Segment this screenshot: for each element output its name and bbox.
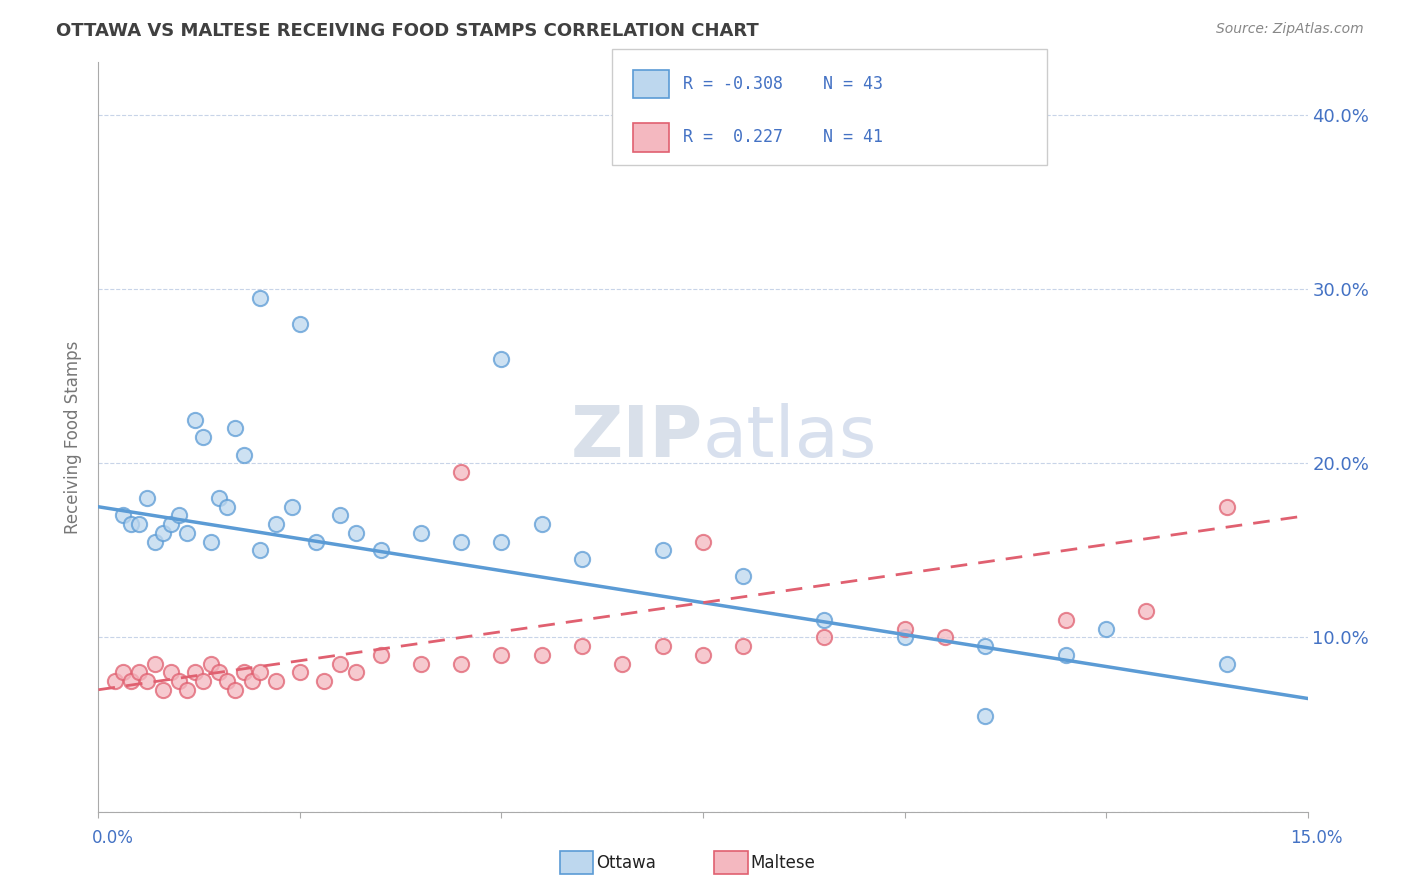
Point xyxy=(733,569,755,583)
Point xyxy=(224,682,246,697)
Point xyxy=(571,639,593,653)
Point xyxy=(208,665,231,680)
Point xyxy=(217,673,239,688)
Point xyxy=(224,421,246,435)
Point xyxy=(184,412,207,426)
Point xyxy=(692,648,714,662)
Point xyxy=(249,543,271,558)
Point xyxy=(370,543,392,558)
Y-axis label: Receiving Food Stamps: Receiving Food Stamps xyxy=(65,341,83,533)
Point xyxy=(1054,613,1077,627)
Point xyxy=(217,500,239,514)
Point xyxy=(288,665,311,680)
Point xyxy=(813,613,835,627)
Point xyxy=(184,665,207,680)
Point xyxy=(281,500,304,514)
Point xyxy=(1054,648,1077,662)
Point xyxy=(103,673,125,688)
Point xyxy=(200,657,222,671)
Point xyxy=(176,525,198,540)
Point xyxy=(135,491,157,505)
Point xyxy=(232,448,254,462)
Point xyxy=(450,534,472,549)
Point xyxy=(934,631,956,645)
Point xyxy=(167,508,190,523)
Point xyxy=(249,291,271,305)
Point xyxy=(974,639,997,653)
Point xyxy=(167,673,190,688)
Point xyxy=(893,631,915,645)
Point xyxy=(176,682,198,697)
Point xyxy=(160,665,183,680)
Point xyxy=(305,534,328,549)
Point xyxy=(111,508,134,523)
Point xyxy=(370,648,392,662)
Point xyxy=(1216,500,1239,514)
Point xyxy=(128,517,150,532)
Point xyxy=(612,657,634,671)
Text: 15.0%: 15.0% xyxy=(1291,829,1343,847)
Point xyxy=(193,673,215,688)
Point xyxy=(893,622,915,636)
Point xyxy=(491,351,513,366)
Point xyxy=(288,317,311,331)
Point xyxy=(530,517,553,532)
Point xyxy=(1095,622,1118,636)
Point xyxy=(240,673,263,688)
Point xyxy=(450,657,472,671)
Point xyxy=(409,525,432,540)
Point xyxy=(1135,604,1157,618)
Point xyxy=(208,491,231,505)
Text: atlas: atlas xyxy=(703,402,877,472)
Point xyxy=(120,673,142,688)
Text: Source: ZipAtlas.com: Source: ZipAtlas.com xyxy=(1216,22,1364,37)
Point xyxy=(651,543,673,558)
Point xyxy=(128,665,150,680)
Point xyxy=(409,657,432,671)
Point xyxy=(733,639,755,653)
Text: Ottawa: Ottawa xyxy=(596,854,657,871)
Text: ZIP: ZIP xyxy=(571,402,703,472)
Point xyxy=(111,665,134,680)
Point xyxy=(264,517,287,532)
Text: R =  0.227    N = 41: R = 0.227 N = 41 xyxy=(683,128,883,146)
Point xyxy=(571,552,593,566)
Point xyxy=(1216,657,1239,671)
Point xyxy=(329,508,352,523)
Point xyxy=(692,534,714,549)
Point xyxy=(651,639,673,653)
Point xyxy=(344,665,367,680)
Text: OTTAWA VS MALTESE RECEIVING FOOD STAMPS CORRELATION CHART: OTTAWA VS MALTESE RECEIVING FOOD STAMPS … xyxy=(56,22,759,40)
Point xyxy=(530,648,553,662)
Point xyxy=(813,631,835,645)
Point xyxy=(152,525,174,540)
Text: R = -0.308    N = 43: R = -0.308 N = 43 xyxy=(683,75,883,93)
Point xyxy=(143,534,166,549)
Point xyxy=(120,517,142,532)
Text: Maltese: Maltese xyxy=(751,854,815,871)
Point xyxy=(974,709,997,723)
Point xyxy=(491,534,513,549)
Point xyxy=(249,665,271,680)
Point xyxy=(232,665,254,680)
Text: 0.0%: 0.0% xyxy=(91,829,134,847)
Point xyxy=(200,534,222,549)
Point xyxy=(329,657,352,671)
Point xyxy=(135,673,157,688)
Point xyxy=(264,673,287,688)
Point xyxy=(160,517,183,532)
Point xyxy=(143,657,166,671)
Point xyxy=(491,648,513,662)
Point xyxy=(450,465,472,479)
Point xyxy=(193,430,215,444)
Point xyxy=(314,673,336,688)
Point xyxy=(152,682,174,697)
Point xyxy=(344,525,367,540)
